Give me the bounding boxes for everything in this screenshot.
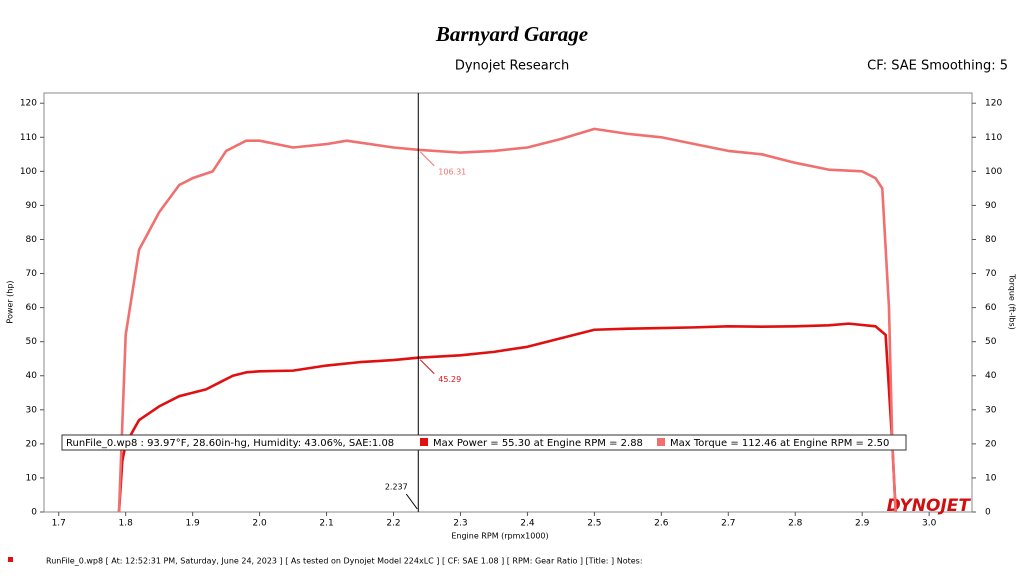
legend-label: Max Torque = 112.46 at Engine RPM = 2.50: [670, 438, 889, 449]
x-tick-label: 1.8: [119, 519, 134, 529]
y2-tick-label: 100: [985, 167, 1002, 177]
y2-tick-label: 0: [985, 508, 991, 518]
x-tick-label: 2.9: [855, 519, 870, 529]
y2-tick-label: 110: [985, 133, 1002, 143]
series-line: [117, 322, 897, 513]
x-tick-label: 2.2: [386, 519, 400, 529]
y2-tick-label: 80: [985, 235, 997, 245]
x-tick-label: 2.1: [319, 519, 333, 529]
y2-tick-label: 40: [985, 371, 997, 381]
y-tick-label: 70: [26, 269, 38, 279]
x-tick-label: 1.9: [185, 519, 200, 529]
x-tick-label: 2.7: [721, 519, 735, 529]
x-tick-label: 2.0: [252, 519, 267, 529]
y-tick-label: 10: [26, 473, 38, 483]
x-tick-label: 3.0: [922, 519, 937, 529]
y-tick-label: 40: [26, 371, 38, 381]
x-axis-label: Engine RPM (rpmx1000): [451, 532, 548, 541]
series-line: [117, 127, 897, 513]
y2-tick-label: 20: [985, 439, 997, 449]
x-tick-label: 2.8: [788, 519, 803, 529]
y2-tick-label: 90: [985, 201, 997, 211]
y2-tick-label: 30: [985, 405, 997, 415]
y-tick-label: 110: [20, 133, 37, 143]
logo: Barnyard Garage: [435, 22, 588, 46]
y-tick-label: 60: [26, 303, 38, 313]
legend-swatch: [657, 438, 665, 446]
brand-logo: DYNOJET: [887, 496, 972, 516]
y2-tick-label: 120: [985, 99, 1002, 109]
cursor-arrow: [419, 151, 435, 167]
y-tick-label: 120: [20, 99, 37, 109]
x-tick-label: 2.4: [520, 519, 535, 529]
y-tick-label: 0: [31, 508, 37, 518]
footer-marker: [8, 557, 13, 562]
x-tick-label: 1.7: [52, 519, 66, 529]
x-tick-label: 2.5: [587, 519, 601, 529]
x-tick-label: 2.3: [453, 519, 467, 529]
plot-frame: [43, 92, 973, 513]
y-tick-label: 100: [20, 167, 37, 177]
chart-subtitle: CF: SAE Smoothing: 5: [867, 59, 1008, 74]
run-info: RunFile_0.wp8 : 93.97°F, 28.60in-hg, Hum…: [66, 438, 394, 449]
y-tick-label: 20: [26, 439, 38, 449]
y-tick-label: 90: [26, 201, 38, 211]
cursor-value-label: 106.31: [438, 167, 466, 176]
y2-axis-label: Torque (ft-lbs): [1008, 273, 1017, 330]
y2-tick-label: 70: [985, 269, 997, 279]
y2-tick-label: 10: [985, 473, 997, 483]
footer-text: RunFile_0.wp8 [ At: 12:52:31 PM, Saturda…: [46, 557, 643, 566]
x-tick-label: 2.6: [654, 519, 669, 529]
y-tick-label: 50: [26, 337, 38, 347]
cursor-arrow: [405, 493, 418, 510]
cursor-value-label: 45.29: [438, 375, 461, 384]
y2-tick-label: 50: [985, 337, 997, 347]
y-tick-label: 30: [26, 405, 38, 415]
chart-title: Dynojet Research: [455, 59, 569, 74]
info-box: [61, 434, 907, 451]
cursor-x-label: 2.237: [385, 483, 408, 492]
cursor-arrow: [419, 359, 435, 375]
y-tick-label: 80: [26, 235, 38, 245]
y-axis-label: Power (hp): [6, 280, 15, 323]
y2-tick-label: 60: [985, 303, 997, 313]
legend-label: Max Power = 55.30 at Engine RPM = 2.88: [433, 438, 643, 449]
legend-swatch: [420, 438, 428, 446]
